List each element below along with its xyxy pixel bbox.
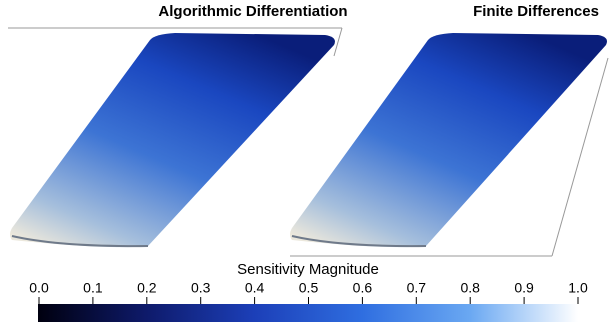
tick-label: 0.8	[460, 280, 480, 296]
tick-label: 0.2	[137, 280, 157, 296]
panel-title: Finite Differences	[473, 3, 599, 20]
figure: Algorithmic Differentiation Finite Diffe…	[0, 0, 609, 332]
wing-right	[290, 33, 607, 247]
tick-label: 0.1	[83, 280, 103, 296]
tick-label: 0.6	[353, 280, 373, 296]
tick-label: 0.9	[514, 280, 534, 296]
tick-label: 1.0	[568, 280, 588, 296]
tick-label: 0.7	[407, 280, 427, 296]
colorbar	[38, 304, 578, 322]
colorbar-label: Sensitivity Magnitude	[237, 261, 379, 278]
tick-label: 0.5	[299, 280, 319, 296]
tick-label: 0.0	[29, 280, 49, 296]
panel-title: Algorithmic Differentiation	[158, 3, 347, 20]
wing-left	[10, 33, 335, 247]
tick-label: 0.3	[191, 280, 211, 296]
tick-label: 0.4	[245, 280, 265, 296]
